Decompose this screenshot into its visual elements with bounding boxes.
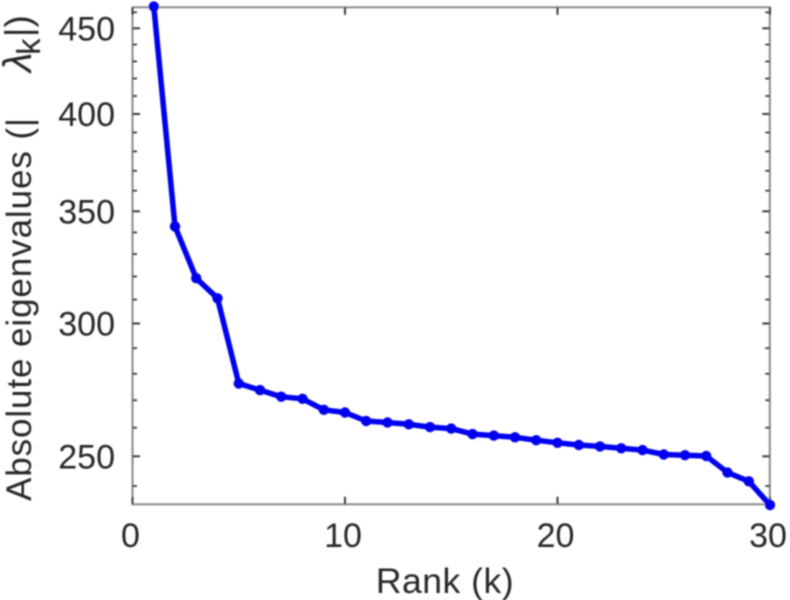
svg-text:10: 10	[324, 517, 362, 555]
svg-text:250: 250	[58, 438, 115, 476]
svg-text:30: 30	[749, 517, 787, 555]
svg-text:Rank (k): Rank (k)	[376, 561, 514, 600]
svg-text:400: 400	[58, 96, 115, 134]
svg-text:0: 0	[121, 517, 140, 555]
svg-text:450: 450	[58, 10, 115, 48]
svg-text:20: 20	[537, 517, 575, 555]
svg-text:350: 350	[58, 193, 115, 231]
svg-text:300: 300	[58, 306, 115, 344]
